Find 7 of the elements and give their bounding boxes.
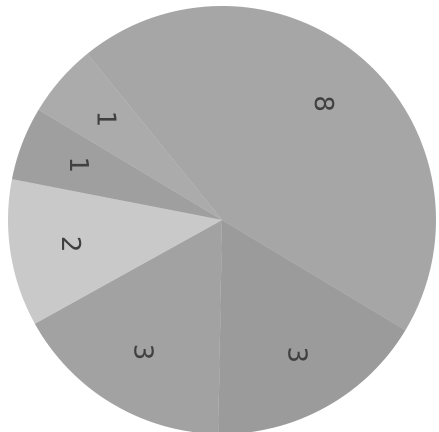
data-label: 3 — [282, 346, 312, 364]
data-label: 1 — [63, 156, 94, 174]
data-label: 1 — [90, 110, 121, 128]
data-label: 2 — [54, 236, 85, 252]
data-label: 8 — [308, 95, 338, 112]
data-label: 3 — [128, 344, 158, 360]
pie-slice — [8, 179, 222, 324]
